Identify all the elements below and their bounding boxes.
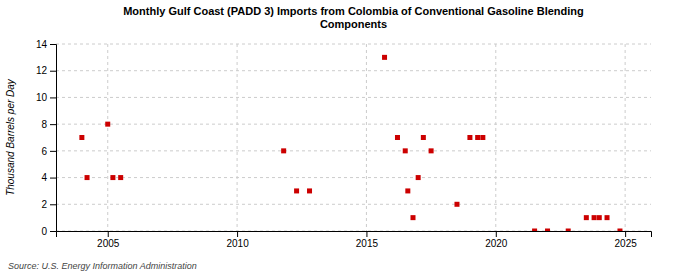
tick-mark: [50, 97, 56, 98]
point: [281, 148, 286, 153]
tick-mark: [50, 151, 56, 152]
tick-label: 2020: [485, 238, 508, 249]
point: [382, 55, 387, 60]
tick-mark: [496, 231, 497, 237]
tick-label: 14: [36, 39, 48, 50]
axis-line: [57, 232, 652, 238]
point: [85, 175, 90, 180]
point: [605, 215, 610, 220]
point: [475, 135, 480, 140]
grid-line: [495, 44, 496, 231]
tick-label: 2: [41, 199, 47, 210]
tick-label: 6: [41, 146, 47, 157]
point: [592, 215, 597, 220]
title-line: Components: [320, 18, 387, 30]
grid-line: [625, 44, 626, 231]
point: [405, 188, 410, 193]
tick-label: 10: [36, 92, 48, 103]
point: [307, 188, 312, 193]
annotation: Source: U.S. Energy Information Administ…: [8, 261, 197, 271]
point: [429, 148, 434, 153]
tick: 2005: [97, 231, 120, 249]
y-axis: 0 2 4 6 8 10 12 14: [36, 39, 57, 237]
tick: 0: [41, 226, 56, 237]
tick-mark: [50, 204, 56, 205]
grid-line: [366, 44, 367, 231]
point: [584, 215, 589, 220]
grid: [56, 44, 651, 231]
grid-line: [56, 177, 651, 178]
points: [79, 55, 622, 231]
point: [395, 135, 400, 140]
tick-mark: [50, 44, 56, 45]
chart: 2005 2010 2015 2020 2025 0 2 4 6 8 10 12 14 Monthly G…: [0, 0, 675, 275]
point: [467, 135, 472, 140]
tick-mark: [50, 178, 56, 179]
tick-label: 2015: [356, 238, 379, 249]
grid-line: [56, 44, 651, 45]
point: [118, 175, 123, 180]
tick: 2010: [226, 231, 249, 249]
tick-label: 2025: [615, 238, 638, 249]
point: [532, 229, 537, 232]
tick-mark: [50, 71, 56, 72]
tick: 14: [36, 39, 56, 50]
tick-label: 2005: [97, 238, 120, 249]
point: [411, 215, 416, 220]
grid-line: [56, 124, 651, 125]
tick: 12: [36, 65, 56, 76]
tick: 4: [41, 172, 56, 183]
point: [79, 135, 84, 140]
tick: 6: [41, 146, 56, 157]
grid-line: [237, 44, 238, 231]
tick-mark: [50, 124, 56, 125]
title-line: Monthly Gulf Coast (PADD 3) Imports from…: [123, 5, 584, 17]
tick-mark: [366, 231, 367, 237]
grid-line: [107, 44, 108, 231]
tick: 2020: [485, 231, 508, 249]
tick: 8: [41, 119, 56, 130]
title: Monthly Gulf Coast (PADD 3) Imports from…: [123, 5, 584, 30]
tick-mark: [237, 231, 238, 237]
plot: 2005 2010 2015 2020 2025 0 2 4 6 8 10 12 14: [36, 39, 652, 249]
tick-label: 2010: [226, 238, 249, 249]
tick-label: 12: [36, 65, 48, 76]
point: [617, 229, 622, 232]
grid-line: [56, 70, 651, 71]
tick: 2025: [615, 231, 638, 249]
tick: 2015: [356, 231, 379, 249]
point: [480, 135, 485, 140]
tick-mark: [108, 231, 109, 237]
grid-line: [56, 204, 651, 205]
grid-line: [56, 97, 651, 98]
tick-label: 0: [41, 226, 47, 237]
point: [294, 188, 299, 193]
point: [597, 215, 602, 220]
x-axis: 2005 2010 2015 2020 2025: [57, 231, 652, 249]
tick-label: 4: [41, 172, 47, 183]
point: [105, 122, 110, 127]
tick: 10: [36, 92, 56, 103]
point: [403, 148, 408, 153]
tick-mark: [625, 231, 626, 237]
tick: 2: [41, 199, 56, 210]
tick-label: 8: [41, 119, 47, 130]
grid-line: [56, 150, 651, 151]
point: [110, 175, 115, 180]
point: [545, 229, 550, 232]
point: [454, 202, 459, 207]
point: [421, 135, 426, 140]
tick-mark: [50, 231, 56, 232]
point: [416, 175, 421, 180]
point: [566, 229, 571, 232]
y-label: Thousand Barrels per Day: [5, 78, 16, 196]
axis-line: [50, 45, 57, 232]
